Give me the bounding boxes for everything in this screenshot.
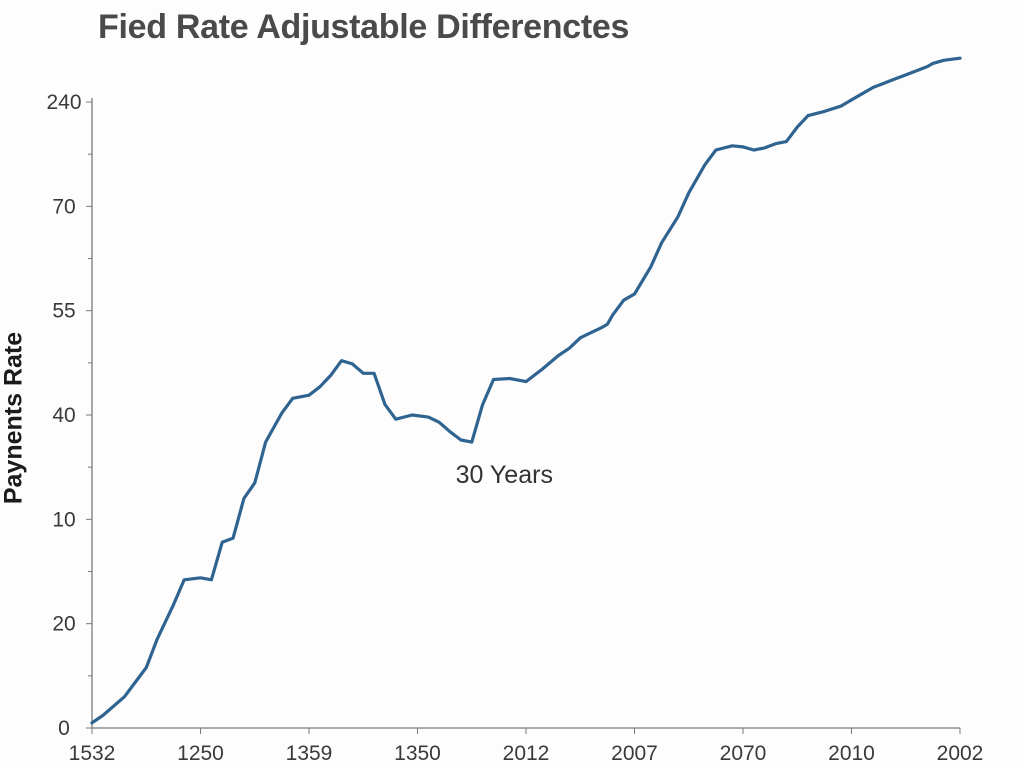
y-tick-label: 240 [46, 91, 81, 114]
series-layer [90, 56, 962, 725]
x-tick-label: 2010 [828, 742, 875, 765]
y-tick-label: 70 [52, 195, 75, 218]
y-tick-label: 40 [52, 404, 75, 427]
y-axis-ticks: 0 20 10 40 55 70 240 [46, 91, 92, 740]
x-tick-label: 1532 [69, 742, 116, 765]
annotation-label: 30 Years [456, 461, 553, 489]
x-axis-ticks: 1532 1250 1359 1350 2012 2007 2070 2010 2002 [69, 728, 984, 765]
x-tick-label: 1350 [394, 742, 441, 765]
chart-title: Fied Rate Adjustable Differenctes [98, 8, 630, 46]
x-tick-label: 2012 [503, 742, 550, 765]
y-tick-label: 10 [52, 508, 75, 531]
x-tick-label: 2070 [720, 742, 767, 765]
x-tick-label: 1250 [177, 742, 224, 765]
y-tick-label: 0 [58, 717, 70, 740]
y-tick-label: 20 [52, 613, 75, 636]
x-tick-label: 2002 [937, 742, 984, 765]
x-tick-label: 1359 [286, 742, 333, 765]
series-line [90, 56, 962, 725]
y-tick-label: 55 [52, 300, 75, 323]
axes [91, 98, 960, 729]
annotation-layer: 30 Years [456, 461, 553, 489]
x-tick-label: 2007 [611, 742, 658, 765]
